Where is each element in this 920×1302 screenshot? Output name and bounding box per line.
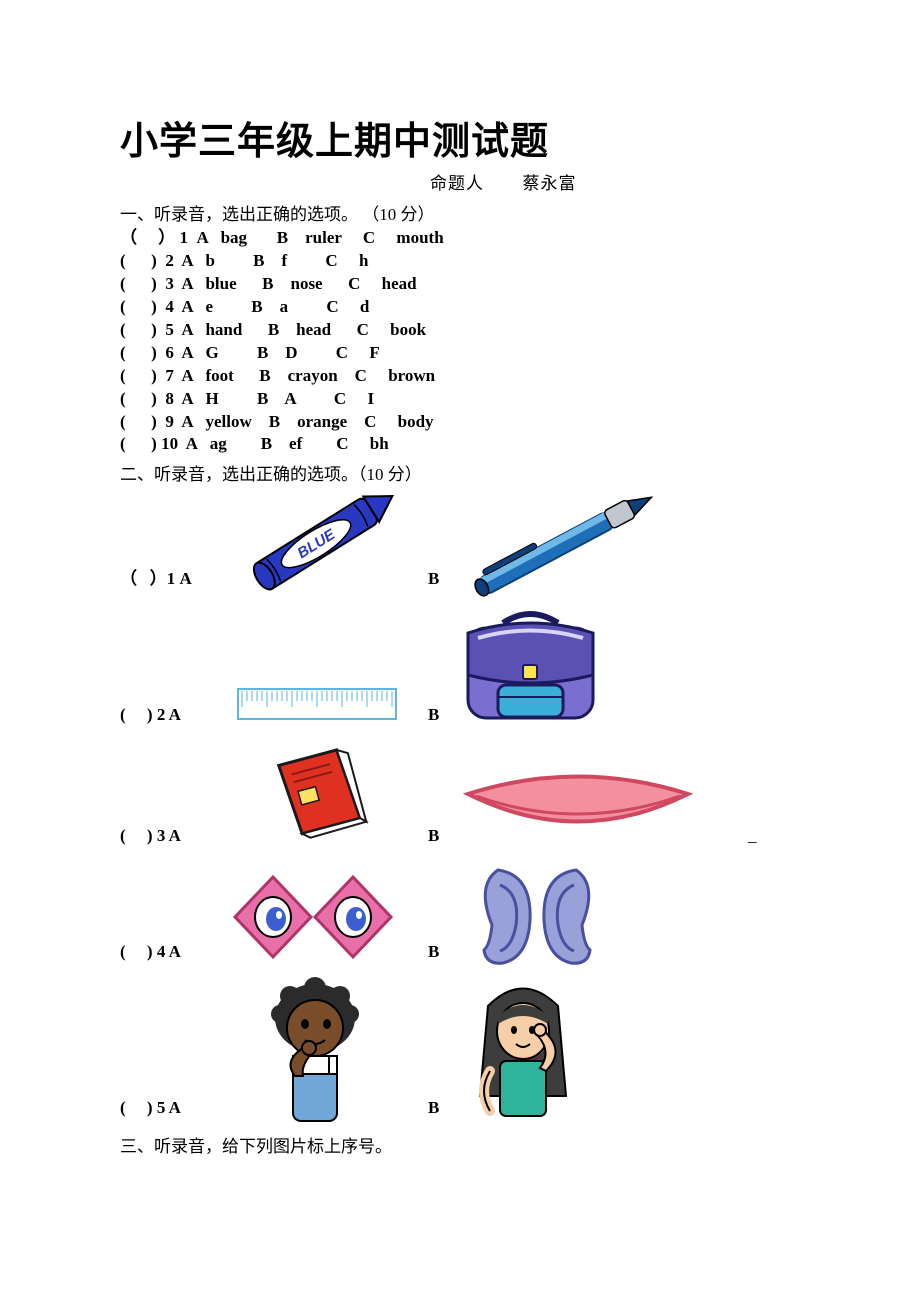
question-row: ( ) 8 A H B A C I bbox=[120, 388, 800, 411]
option-b-label: B bbox=[428, 826, 448, 854]
question-label: ( ) 3 A bbox=[120, 826, 210, 854]
trailing-underscore: _ bbox=[748, 826, 757, 854]
boy-icon bbox=[210, 976, 420, 1126]
picture-question-row: ( ) 5 A B bbox=[120, 976, 800, 1126]
book-icon bbox=[210, 739, 420, 854]
section3-heading: 三、听录音，给下列图片标上序号。 bbox=[120, 1132, 800, 1157]
mouth-icon bbox=[448, 754, 708, 854]
page-title: 小学三年级上期中测试题 bbox=[120, 110, 800, 165]
author-label: 命题人 bbox=[430, 174, 484, 193]
section1-rows: （ ） 1 A bag B ruler C mouth( ) 2 A b B f… bbox=[120, 227, 800, 456]
question-label: ( ) 5 A bbox=[120, 1098, 210, 1126]
section2-items: （ ）1 A BLUE B ( ) 2 A B ( ) 3 A bbox=[120, 487, 800, 1126]
question-row: ( ) 3 A blue B nose C head bbox=[120, 273, 800, 296]
question-row: ( ) 9 A yellow B orange C body bbox=[120, 411, 800, 434]
pen-icon bbox=[448, 487, 678, 597]
question-row: ( ) 6 A G B D C F bbox=[120, 342, 800, 365]
picture-question-row: ( ) 4 A B bbox=[120, 860, 800, 970]
question-label: （ ）1 A bbox=[120, 564, 210, 597]
author-name: 蔡永富 bbox=[523, 174, 577, 193]
author-line: 命题人 蔡永富 bbox=[430, 169, 800, 194]
section2-heading: 二、听录音，选出正确的选项。（10 分） bbox=[120, 460, 800, 485]
option-b-label: B bbox=[428, 705, 448, 733]
ruler-icon bbox=[210, 673, 420, 733]
section1-heading: 一、听录音，选出正确的选项。 （10 分） bbox=[120, 200, 800, 225]
bag-icon bbox=[448, 603, 613, 733]
question-label: ( ) 4 A bbox=[120, 942, 210, 970]
ears-icon bbox=[448, 860, 628, 970]
option-b-label: B bbox=[428, 942, 448, 970]
question-row: （ ） 1 A bag B ruler C mouth bbox=[120, 227, 800, 250]
question-row: ( ) 2 A b B f C h bbox=[120, 250, 800, 273]
question-label: ( ) 2 A bbox=[120, 705, 210, 733]
question-row: ( ) 10 A ag B ef C bh bbox=[120, 433, 800, 456]
picture-question-row: ( ) 2 A B bbox=[120, 603, 800, 733]
question-row: ( ) 5 A hand B head C book bbox=[120, 319, 800, 342]
question-row: ( ) 4 A e B a C d bbox=[120, 296, 800, 319]
option-b-label: B bbox=[428, 569, 448, 597]
picture-question-row: ( ) 3 A B _ bbox=[120, 739, 800, 854]
girl-icon bbox=[448, 976, 598, 1126]
crayon-icon: BLUE bbox=[210, 487, 420, 597]
option-b-label: B bbox=[428, 1098, 448, 1126]
question-row: ( ) 7 A foot B crayon C brown bbox=[120, 365, 800, 388]
eyes-icon bbox=[210, 865, 420, 970]
picture-question-row: （ ）1 A BLUE B bbox=[120, 487, 800, 597]
